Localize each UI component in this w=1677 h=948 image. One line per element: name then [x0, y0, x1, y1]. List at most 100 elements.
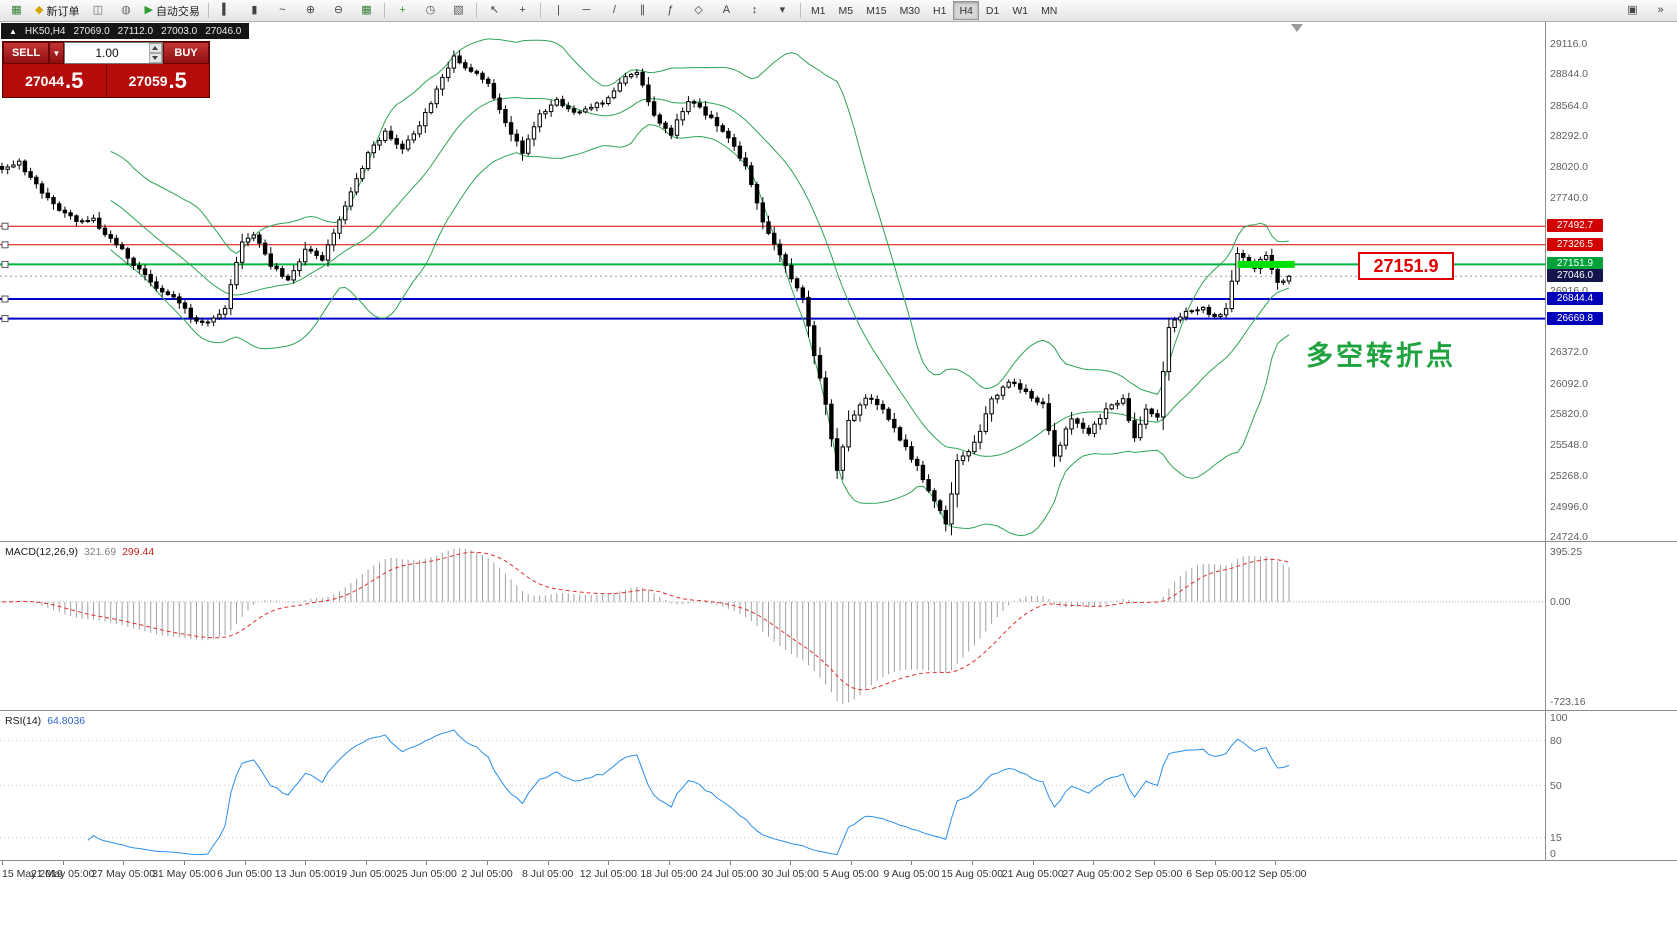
pane-separator[interactable]	[0, 541, 1677, 542]
candlestick-chart-type-button[interactable]: ▮	[241, 1, 268, 21]
main-chart-canvas[interactable]	[0, 22, 1545, 541]
text-button[interactable]: A	[713, 1, 740, 21]
horizontal-line-button[interactable]: ─	[573, 1, 600, 21]
toolbar-separator	[539, 3, 541, 18]
cursor-button[interactable]: ↖	[481, 1, 508, 21]
timeframe-m30-button[interactable]: M30	[899, 4, 920, 17]
sell-button[interactable]: SELL	[3, 42, 49, 64]
rsi-tick-label: 50	[1550, 779, 1562, 792]
windows-button[interactable]: ▣	[1619, 1, 1646, 21]
time-tick	[305, 861, 307, 865]
time-tick	[850, 861, 852, 865]
timeframe-d1-button[interactable]: D1	[985, 4, 1000, 17]
time-tick	[547, 861, 549, 865]
timeframe-h1-button[interactable]: H1	[933, 4, 947, 17]
time-axis-label: 15 May 2019	[2, 868, 63, 880]
price-line-tag: 27151.9	[1547, 257, 1603, 271]
volume-up-button[interactable]	[149, 43, 162, 53]
time-axis-label: 13 Jun 05:00	[274, 868, 336, 880]
macd-label: MACD(12,26,9)	[5, 546, 78, 558]
time-tick	[911, 861, 913, 865]
bar-chart-type-icon: ▍	[222, 4, 231, 16]
time-tick	[1154, 861, 1155, 865]
price-line-tag: 26669.8	[1547, 311, 1603, 325]
rsi-tick-label: 15	[1550, 831, 1562, 844]
auto-trading-button[interactable]: ▶ 自动交易	[140, 1, 203, 21]
time-tick	[668, 861, 670, 865]
buy-button[interactable]: BUY	[163, 42, 209, 64]
fibonacci-button[interactable]: ƒ	[657, 1, 684, 21]
periods-button[interactable]: ◷	[417, 1, 444, 21]
chart-shift-marker[interactable]	[1291, 24, 1303, 32]
pane-separator[interactable]	[0, 710, 1677, 711]
timeframe-m5-button[interactable]: M5	[838, 4, 854, 17]
price-tick-label: 24996.0	[1550, 500, 1588, 513]
macd-signal-value: 299.44	[122, 546, 155, 558]
time-tick	[365, 861, 367, 865]
rsi-label: RSI(14)	[5, 715, 42, 727]
objects-dropdown-button[interactable]: ▾	[769, 1, 796, 21]
trendline-icon: /	[612, 4, 616, 16]
timeframe-m15-button[interactable]: M15	[866, 4, 887, 17]
line-chart-type-button[interactable]: ~	[269, 1, 296, 21]
alerts-button[interactable]: ◍	[112, 1, 139, 21]
rsi-canvas[interactable]	[0, 711, 1545, 860]
more-tools-button[interactable]: »	[1647, 1, 1674, 21]
windows-icon: ▣	[1627, 4, 1638, 16]
new-chart-button[interactable]: ▦	[3, 1, 30, 21]
arrows-icon: ↕	[751, 4, 758, 16]
zoom-out-button[interactable]: ⊖	[325, 1, 352, 21]
zoom-in-icon: ⊕	[305, 4, 316, 16]
chart-window: ▲ HK50,H4 27069.0 27112.0 27003.0 27046.…	[0, 22, 1677, 948]
accounts-button[interactable]: ◫	[84, 1, 111, 21]
volume-down-button[interactable]	[149, 53, 162, 63]
time-tick	[1032, 861, 1034, 865]
price-tick-label: 25548.0	[1550, 438, 1588, 451]
price-tick-label: 25820.0	[1550, 408, 1588, 421]
tile-windows-button[interactable]: ▦	[353, 1, 380, 21]
time-axis-label: 19 Jun 05:00	[335, 868, 397, 880]
indicators-button[interactable]: +	[389, 1, 416, 21]
objects-dropdown-icon: ▾	[779, 4, 786, 16]
chart-ohlc-bar: ▲ HK50,H4 27069.0 27112.0 27003.0 27046.…	[1, 23, 250, 39]
volume-value[interactable]: 1.00	[95, 46, 119, 60]
macd-tick-label: 395.25	[1550, 546, 1583, 558]
arrows-button[interactable]: ↕	[741, 1, 768, 21]
macd-canvas[interactable]	[0, 542, 1545, 710]
sell-options-dropdown[interactable]: ▼	[49, 42, 64, 64]
channel-button[interactable]: ∥	[629, 1, 656, 21]
time-axis[interactable]: 15 May 2019 21 May 05:00 27 May 05:00 31 Ma…	[0, 860, 1677, 887]
zoom-in-button[interactable]: ⊕	[297, 1, 324, 21]
bar-chart-type-button[interactable]: ▍	[213, 1, 240, 21]
time-axis-label: 6 Jun 05:00	[217, 868, 272, 880]
trendline-button[interactable]: /	[601, 1, 628, 21]
zoom-out-icon: ⊖	[333, 4, 344, 16]
sell-price-pip: .5	[65, 67, 84, 93]
horizontal-line-icon: ─	[582, 4, 591, 16]
new-order-button[interactable]: ◆ 新订单	[31, 1, 83, 21]
auto-trading-icon: ▶	[144, 4, 153, 16]
price-axis[interactable]: 29116.0 28844.0 28564.0 28292.0 28020.0 27740…	[1546, 22, 1676, 886]
time-axis-label: 21 Aug 05:00	[1001, 868, 1064, 880]
buy-price[interactable]: 27059.5	[105, 64, 210, 97]
sell-price[interactable]: 27044.5	[3, 64, 106, 97]
templates-button[interactable]: ▧	[445, 1, 472, 21]
vertical-line-button[interactable]: |	[545, 1, 572, 21]
ohlc-low: 27003.0	[161, 25, 198, 37]
shapes-button[interactable]: ◇	[685, 1, 712, 21]
crosshair-button[interactable]: +	[509, 1, 536, 21]
timeframe-mn-button[interactable]: MN	[1041, 4, 1058, 17]
rsi-tick-label: 0	[1550, 848, 1556, 860]
shapes-icon: ◇	[694, 4, 703, 16]
timeframe-m1-button[interactable]: M1	[810, 4, 826, 17]
timeframe-w1-button[interactable]: W1	[1012, 4, 1029, 17]
time-tick	[2, 861, 3, 865]
time-axis-label: 12 Sep 05:00	[1244, 868, 1307, 880]
collapse-trade-panel-icon[interactable]: ▲	[9, 26, 17, 36]
volume-field[interactable]: 1.00	[64, 42, 163, 64]
new-order-button-label: 新订单	[46, 5, 80, 18]
time-tick	[183, 861, 185, 865]
timeframe-h4-button[interactable]: H4	[953, 1, 979, 20]
line-chart-type-icon: ~	[279, 4, 286, 16]
